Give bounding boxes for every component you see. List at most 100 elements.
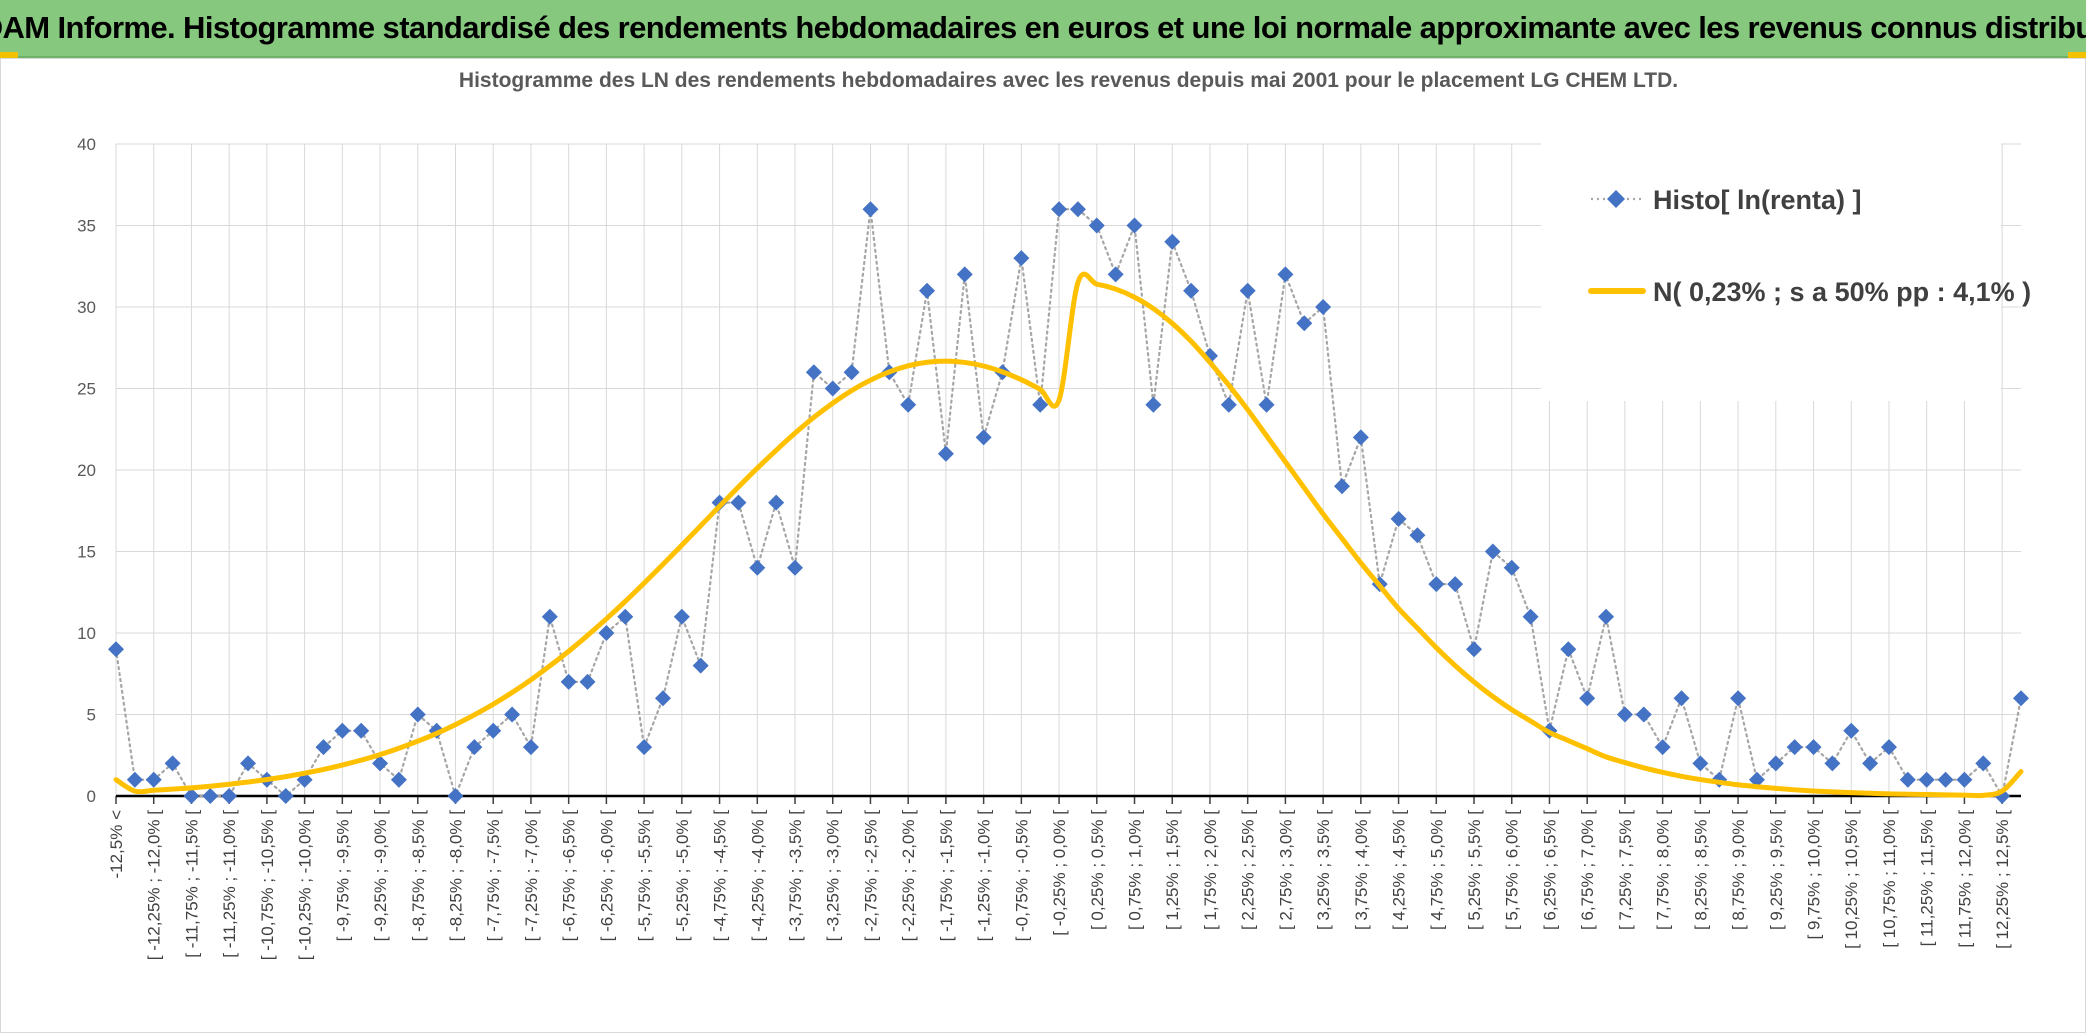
x-category-label: [ 10,75% ; 11,0% [ bbox=[1880, 810, 1899, 948]
histogram-point bbox=[636, 739, 653, 756]
histogram-point bbox=[1315, 299, 1332, 315]
histogram-point bbox=[1880, 739, 1897, 756]
y-tick-label: 25 bbox=[77, 380, 96, 399]
histogram-point bbox=[1692, 755, 1709, 772]
x-category-label: [ 8,75% ; 9,0% [ bbox=[1729, 810, 1748, 930]
histogram-point bbox=[1239, 282, 1256, 299]
histogram-point bbox=[1013, 250, 1030, 267]
x-category-label: [ 5,25% ; 5,5% [ bbox=[1465, 810, 1484, 930]
histogram-point bbox=[1767, 755, 1784, 772]
histogram-point bbox=[956, 266, 973, 283]
x-category-label: [ -3,75% ; -3,5% [ bbox=[786, 810, 805, 942]
histogram-point bbox=[1522, 608, 1539, 625]
histogram-point bbox=[617, 608, 634, 625]
x-category-label: [ 12,25% ; 12,5% [ bbox=[1993, 810, 2012, 949]
x-category-label: [ 0,75% ; 1,0% [ bbox=[1126, 810, 1145, 930]
x-category-label: [ -11,75% ; -11,5% [ bbox=[182, 810, 201, 958]
histogram-point bbox=[1899, 771, 1916, 788]
histogram-point bbox=[1258, 396, 1275, 413]
histogram-point bbox=[1862, 755, 1879, 772]
histogram-point bbox=[541, 608, 558, 625]
x-category-label: [ 0,25% ; 0,5% [ bbox=[1088, 810, 1107, 930]
histogram-point bbox=[409, 706, 426, 723]
histogram-point bbox=[1918, 771, 1935, 788]
histogram-point bbox=[522, 739, 539, 756]
x-category-label: [ -6,75% ; -6,5% [ bbox=[560, 810, 579, 942]
y-tick-label: 20 bbox=[77, 461, 96, 480]
histogram-point bbox=[787, 559, 804, 576]
x-category-label: [ 4,25% ; 4,5% [ bbox=[1390, 810, 1409, 930]
x-category-label: [ -2,75% ; -2,5% [ bbox=[861, 810, 880, 942]
histogram-point bbox=[108, 641, 124, 658]
histogram-point bbox=[1390, 510, 1407, 527]
histogram-point bbox=[447, 788, 464, 804]
x-category-label: [ -8,75% ; -8,5% [ bbox=[409, 810, 428, 942]
histogram-point bbox=[1088, 217, 1105, 234]
x-category-label: [ -9,25% ; -9,0% [ bbox=[371, 810, 390, 942]
histogram-point bbox=[504, 706, 521, 723]
histogram-point bbox=[202, 788, 219, 804]
histogram-point bbox=[1409, 527, 1426, 544]
x-category-label: [ -9,75% ; -9,5% [ bbox=[333, 810, 352, 942]
x-category-label: [ -3,25% ; -3,0% [ bbox=[824, 810, 843, 942]
histogram-chart: Histogramme des LN des rendements hebdom… bbox=[77, 69, 2031, 961]
chart-title: Histogramme des LN des rendements hebdom… bbox=[459, 69, 1678, 92]
histogram-point bbox=[1560, 641, 1577, 658]
histogram-point bbox=[1616, 706, 1633, 723]
histogram-point bbox=[1447, 576, 1464, 593]
legend-histogram-label: Histo[ ln(renta) ] bbox=[1653, 185, 1862, 215]
x-category-label: [ -5,75% ; -5,5% [ bbox=[635, 810, 654, 942]
histogram-point bbox=[1164, 233, 1181, 250]
x-category-label: [ -7,25% ; -7,0% [ bbox=[522, 810, 541, 942]
histogram-point bbox=[1296, 315, 1313, 332]
x-category-label: [ 11,75% ; 12,0% [ bbox=[1955, 810, 1974, 948]
x-category-label: [ -7,75% ; -7,5% [ bbox=[484, 810, 503, 942]
histogram-point bbox=[1484, 543, 1501, 560]
y-tick-label: 0 bbox=[87, 787, 96, 806]
histogram-point bbox=[768, 494, 785, 511]
histogram-point bbox=[1032, 396, 1049, 413]
histogram-point bbox=[900, 396, 917, 413]
histogram-point bbox=[485, 722, 502, 739]
histogram-point bbox=[749, 559, 766, 576]
histogram-point bbox=[183, 788, 200, 804]
histogram-point bbox=[919, 282, 936, 299]
x-category-label: [ 6,25% ; 6,5% [ bbox=[1540, 810, 1559, 930]
x-category-label: [ -1,25% ; -1,0% [ bbox=[975, 810, 994, 942]
x-category-label: [ 11,25% ; 11,5% [ bbox=[1918, 810, 1937, 947]
histogram-point bbox=[1654, 739, 1671, 756]
histogram-point bbox=[372, 755, 389, 772]
histogram-point bbox=[1503, 559, 1520, 576]
histogram-point bbox=[1635, 706, 1652, 723]
y-tick-label: 5 bbox=[87, 706, 96, 725]
histogram-point bbox=[1145, 396, 1162, 413]
histogram-point bbox=[1598, 608, 1615, 625]
x-category-label: [ -12,25% ; -12,0% [ bbox=[145, 810, 164, 961]
x-category-label: [ -0,25% ; 0,0% [ bbox=[1050, 810, 1069, 936]
histogram-point bbox=[824, 380, 841, 397]
histogram-point bbox=[975, 429, 992, 446]
x-category-label: [ -2,25% ; -2,0% [ bbox=[899, 810, 918, 942]
histogram-point bbox=[1069, 201, 1086, 218]
histogram-point bbox=[1428, 576, 1445, 593]
x-category-label: [ 7,75% ; 8,0% [ bbox=[1654, 810, 1673, 930]
chart-area: Histogramme des LN des rendements hebdom… bbox=[0, 58, 2086, 1033]
x-category-label: -12,5% < bbox=[107, 810, 126, 879]
histogram-point bbox=[1333, 478, 1350, 495]
histogram-point bbox=[353, 722, 370, 739]
histogram-point bbox=[1805, 739, 1822, 756]
histogram-point bbox=[805, 364, 822, 381]
x-category-label: [ 9,75% ; 10,0% [ bbox=[1805, 810, 1824, 940]
x-category-label: [ -5,25% ; -5,0% [ bbox=[673, 810, 692, 942]
histogram-point bbox=[164, 755, 181, 772]
histogram-point bbox=[1277, 266, 1294, 283]
histogram-point bbox=[1937, 771, 1954, 788]
histogram-point bbox=[560, 673, 577, 690]
histogram-point bbox=[1843, 722, 1860, 739]
corner-accent-left bbox=[0, 52, 18, 58]
histogram-point bbox=[277, 788, 294, 804]
histogram-point bbox=[1786, 739, 1803, 756]
histogram-point bbox=[730, 494, 747, 511]
legend-normal-label: N( 0,23% ; s a 50% pp : 4,1% ) bbox=[1653, 277, 2031, 307]
x-category-label: [ 3,75% ; 4,0% [ bbox=[1352, 810, 1371, 930]
